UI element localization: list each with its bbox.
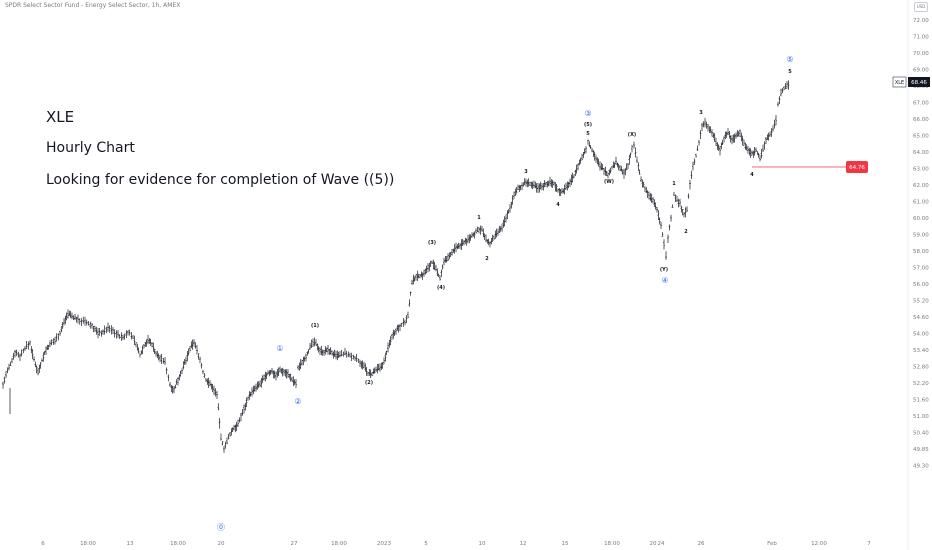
wave-label: 5	[586, 131, 590, 137]
wave-label: (4)	[437, 285, 445, 291]
y-tick-label: 67.00	[913, 101, 929, 107]
y-tick-label: 51.60	[913, 398, 929, 404]
wave-label: (1)	[311, 323, 319, 329]
wave-label: (2)	[365, 380, 373, 386]
wave-label: (W)	[604, 179, 614, 185]
last-price-symbol-bg	[892, 76, 907, 88]
wave-label: 5	[788, 69, 792, 75]
y-tick-label: 61.00	[913, 200, 929, 206]
y-tick-label: 49.85	[913, 447, 929, 453]
annotation-description: Looking for evidence for completion of W…	[46, 172, 395, 188]
y-tick-label: 66.00	[913, 117, 929, 123]
x-tick-label: 24	[658, 541, 665, 547]
x-tick-label: 12:00	[811, 541, 827, 547]
x-tick-label: 18:00	[170, 541, 186, 547]
wave-label: (3)	[428, 240, 436, 246]
y-tick-label: 49.30	[913, 464, 929, 470]
y-tick-label: 50.40	[913, 431, 929, 437]
y-tick-label: 70.00	[913, 51, 929, 57]
x-tick-label: 26	[698, 541, 705, 547]
wave-label: ⓪	[217, 523, 225, 532]
x-tick-label: 20	[218, 541, 225, 547]
wave-label: 1	[477, 215, 481, 221]
y-tick-label: 57.00	[913, 266, 929, 272]
annotation-title: XLE	[46, 108, 75, 126]
wave-label: ④	[661, 276, 668, 285]
wave-label: ②	[294, 397, 301, 406]
x-tick-label: 18:00	[604, 541, 620, 547]
wave-label: 2	[684, 229, 688, 235]
annotation-subtitle: Hourly Chart	[46, 140, 135, 156]
last-price-label-bg	[908, 77, 930, 87]
x-tick-label: 5	[424, 541, 428, 547]
wave-label: (X)	[628, 132, 636, 138]
x-tick-label: Feb	[767, 541, 777, 547]
y-tick-label: 52.20	[913, 381, 929, 387]
x-tick-label: 20	[650, 541, 657, 547]
x-tick-label: 12	[520, 541, 527, 547]
horizontal-line-label-bg	[846, 161, 868, 173]
wave-label: ①	[276, 344, 283, 353]
last-price-symbol: XLE	[895, 80, 904, 86]
x-tick-label: 10	[479, 541, 486, 547]
y-tick-label: 69.00	[913, 68, 929, 74]
currency-label[interactable]: USD	[914, 2, 928, 12]
wave-label: (Y)	[660, 267, 668, 273]
wave-label: 4	[750, 172, 754, 178]
last-price-label: 68.46	[911, 80, 927, 86]
y-tick-label: 59.00	[913, 233, 929, 239]
wave-label: 4	[556, 202, 560, 208]
symbol-description: SPDR Select Sector Fund - Energy Select …	[5, 2, 181, 9]
y-tick-label: 54.60	[913, 315, 929, 321]
wave-label: 3	[699, 110, 703, 116]
wave-label: 2	[485, 256, 489, 262]
x-tick-label: 2023	[377, 541, 391, 547]
y-tick-label: 60.00	[913, 216, 929, 222]
wave-label: ③	[584, 109, 591, 118]
y-tick-label: 65.00	[913, 134, 929, 140]
y-tick-label: 64.00	[913, 150, 929, 156]
wave-label: 3	[524, 169, 528, 175]
y-tick-label: 72.00	[913, 18, 929, 24]
wave-label: (5)	[584, 122, 592, 128]
wave-label: ⑤	[786, 55, 793, 64]
y-tick-label: 51.00	[913, 414, 929, 420]
y-tick-label: 55.20	[913, 299, 929, 305]
wave-label: 1	[672, 181, 676, 187]
x-tick-label: 18:00	[331, 541, 347, 547]
x-tick-label: 18:00	[80, 541, 96, 547]
x-tick-label: 6	[41, 541, 45, 547]
y-tick-label: 58.00	[913, 249, 929, 255]
y-tick-label: 71.00	[913, 35, 929, 41]
y-tick-label: 54.00	[913, 332, 929, 338]
y-tick-label: 62.00	[913, 183, 929, 189]
x-tick-label: 27	[291, 541, 298, 547]
y-tick-label: 63.00	[913, 167, 929, 173]
y-tick-label: 52.80	[913, 365, 929, 371]
horizontal-line-label: 64.76	[849, 165, 865, 171]
x-tick-label: 13	[127, 541, 134, 547]
x-tick-label: 15	[562, 541, 569, 547]
x-tick-label: 7	[867, 541, 871, 547]
y-tick-label: 56.00	[913, 282, 929, 288]
y-tick-label: 53.40	[913, 348, 929, 354]
